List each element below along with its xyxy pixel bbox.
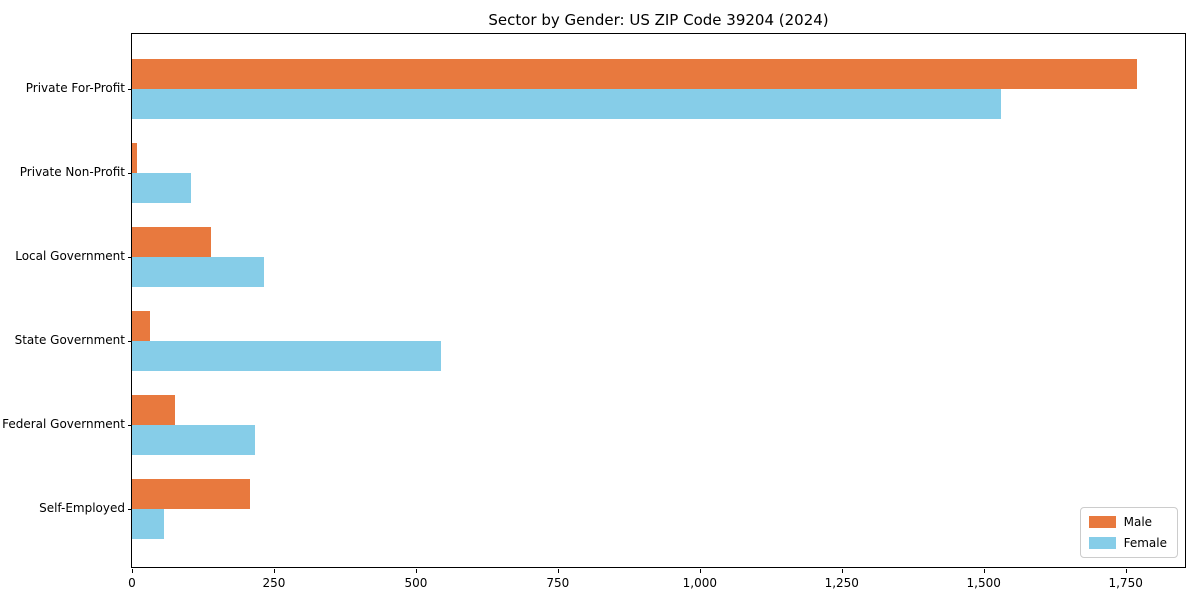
y-label-2: Local Government <box>15 249 125 263</box>
bar-female-3 <box>132 341 441 371</box>
chart-title: Sector by Gender: US ZIP Code 39204 (202… <box>488 11 829 29</box>
x-tick-label-3: 750 <box>546 576 570 590</box>
y-tick-0 <box>128 89 132 90</box>
y-label-4: Federal Government <box>2 417 125 431</box>
x-tick-6 <box>983 569 985 573</box>
bar-male-1 <box>132 143 138 173</box>
x-tick-label-5: 1,250 <box>824 576 859 590</box>
legend-row-male: Male <box>1088 515 1167 529</box>
legend-label-male: Male <box>1123 515 1153 529</box>
legend-label-female: Female <box>1123 536 1167 550</box>
x-tick-label-0: 0 <box>128 576 136 590</box>
plot-area: 0 250 500 750 1,000 1,250 1,500 1,750 Male Fema… <box>128 33 1186 590</box>
x-tick-label-7: 1,750 <box>1108 576 1143 590</box>
y-tick-2 <box>128 257 132 258</box>
legend: Male Female <box>1079 507 1178 558</box>
x-tick-0 <box>132 569 133 573</box>
bar-male-2 <box>132 227 211 257</box>
x-tick-label-4: 1,000 <box>682 576 717 590</box>
x-tick-label-1: 250 <box>262 576 286 590</box>
bar-female-5 <box>132 509 164 539</box>
bar-female-2 <box>132 257 264 287</box>
y-tick-3 <box>128 341 132 342</box>
bar-female-4 <box>132 425 256 455</box>
y-label-5: Self-Employed <box>39 501 125 515</box>
male-swatch-icon <box>1088 516 1116 528</box>
x-tick-label-2: 500 <box>404 576 428 590</box>
bar-male-3 <box>132 311 151 341</box>
y-label-0: Private For-Profit <box>25 81 125 95</box>
x-tick-1 <box>273 569 275 573</box>
y-tick-4 <box>128 425 132 426</box>
x-tick-3 <box>557 569 559 573</box>
y-label-3: State Government <box>14 333 125 347</box>
y-tick-1 <box>128 173 132 174</box>
y-tick-5 <box>128 509 132 510</box>
female-swatch-icon <box>1088 537 1116 549</box>
bar-female-0 <box>132 89 1001 119</box>
x-tick-7 <box>1125 569 1127 573</box>
bar-female-1 <box>132 173 192 203</box>
y-axis-labels: Private For-Profit Private Non-Profit Loca… <box>0 33 125 568</box>
bar-male-4 <box>132 395 176 425</box>
x-tick-label-6: 1,500 <box>966 576 1001 590</box>
x-tick-2 <box>415 569 417 573</box>
bar-male-0 <box>132 59 1138 89</box>
bar-male-5 <box>132 479 251 509</box>
y-label-1: Private Non-Profit <box>19 165 125 179</box>
x-tick-5 <box>841 569 843 573</box>
x-tick-4 <box>699 569 701 573</box>
legend-row-female: Female <box>1088 536 1167 550</box>
